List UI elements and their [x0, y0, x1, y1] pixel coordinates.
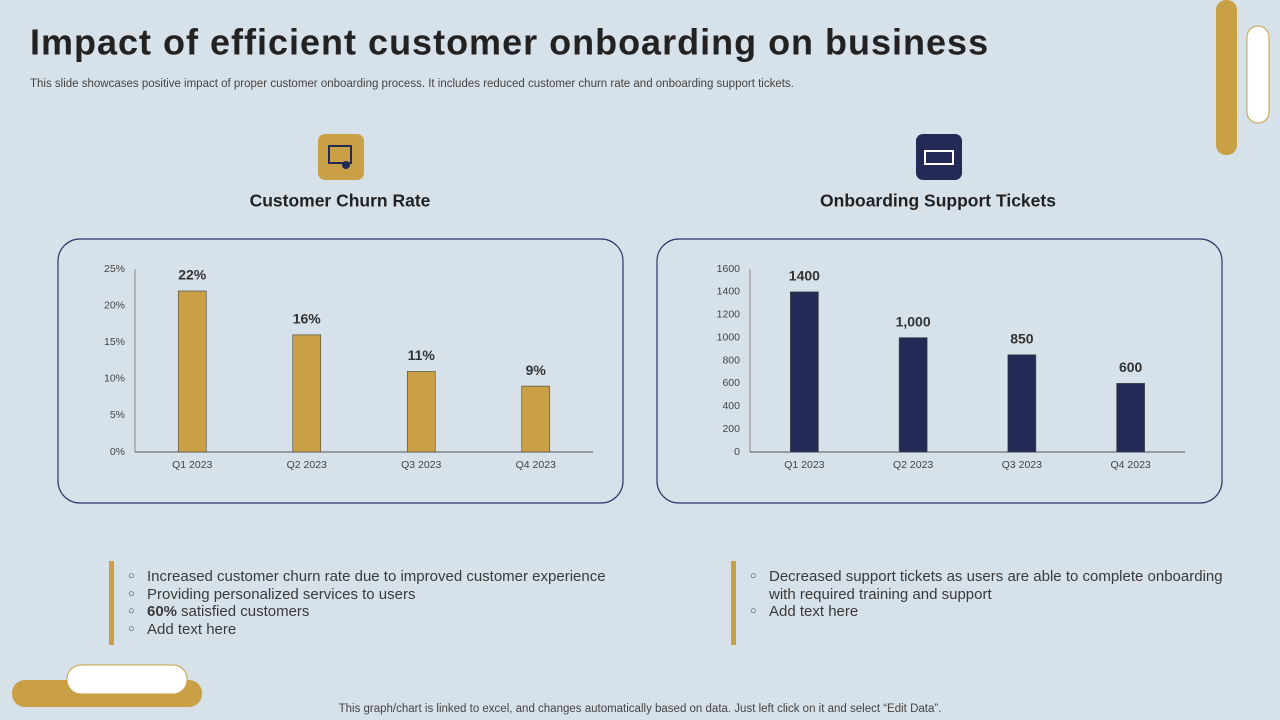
chart-panel [656, 238, 1223, 504]
y-tick-label: 5% [110, 409, 125, 421]
chart-panel [57, 238, 624, 504]
y-tick-label: 1000 [717, 331, 741, 343]
icon [318, 134, 364, 180]
decor-pill [1246, 25, 1270, 124]
bar [1007, 354, 1037, 453]
bullet: Providing personalized services to users [128, 585, 669, 604]
bullet-text: Providing personalized services to users [147, 585, 416, 603]
icon-glyph [328, 145, 352, 164]
y-tick-label: 1400 [717, 286, 741, 298]
bullet-text: satisfied customers [181, 603, 310, 621]
y-tick-label: 200 [722, 423, 740, 435]
bullet-emphasis: 60% [147, 603, 178, 621]
y-tick-label: 25% [104, 263, 125, 275]
bullet: Add text here [750, 603, 1231, 621]
x-tick-label: Q4 2023 [516, 459, 556, 471]
bullet-text: Decreased support tickets as users are a… [769, 568, 1223, 603]
icon [916, 134, 962, 180]
x-tick-label: Q1 2023 [784, 459, 824, 471]
slide-subtitle: This slide showcases positive impact of … [30, 78, 794, 90]
value-label: 9% [526, 362, 547, 378]
value-label: 11% [408, 347, 436, 363]
icon-glyph [342, 161, 350, 169]
y-tick-label: 1200 [717, 309, 741, 321]
y-tick-label: 20% [104, 299, 125, 311]
chart-title: Customer Churn Rate [250, 191, 431, 211]
y-tick-label: 10% [104, 373, 125, 385]
y-tick-label: 800 [722, 354, 740, 366]
value-label: 1400 [789, 268, 820, 284]
bar [898, 337, 928, 453]
x-tick-label: Q1 2023 [172, 459, 212, 471]
bar [177, 290, 207, 453]
icon-glyph [924, 150, 954, 165]
y-tick-label: 0 [734, 446, 740, 458]
slide-title: Impact of efficient customer onboarding … [30, 22, 989, 63]
bar [790, 291, 819, 453]
x-tick-label: Q3 2023 [1002, 459, 1042, 471]
x-tick-label: Q2 2023 [287, 459, 327, 471]
bullet: Add text here [128, 621, 669, 639]
bullet-box: Increased customer churn rate due to imp… [109, 561, 669, 645]
bullet-text: Add text here [769, 603, 859, 621]
x-tick-label: Q4 2023 [1110, 459, 1150, 471]
bullet-text: Add text here [147, 621, 237, 639]
x-tick-label: Q3 2023 [401, 459, 441, 471]
value-label: 600 [1119, 359, 1143, 375]
y-tick-label: 15% [104, 336, 125, 348]
x-tick-label: Q2 2023 [893, 459, 933, 471]
value-label: 16% [293, 311, 322, 327]
value-label: 22% [178, 267, 207, 283]
footer-note: This graph/chart is linked to excel, and… [339, 703, 942, 715]
y-tick-label: 400 [722, 400, 740, 412]
chart-title: Onboarding Support Tickets [820, 191, 1056, 211]
bullet: Increased customer churn rate due to imp… [128, 568, 669, 586]
decor-pill [1216, 0, 1237, 155]
value-label: 1,000 [896, 313, 931, 329]
bar [521, 385, 551, 453]
bullet: 60%satisfied customers [128, 603, 669, 621]
value-label: 850 [1010, 330, 1034, 346]
bullet-list: Decreased support tickets as users are a… [736, 561, 1231, 621]
bullet-list: Increased customer churn rate due to imp… [114, 561, 669, 639]
bar [292, 334, 322, 453]
bullet-box: Decreased support tickets as users are a… [731, 561, 1231, 645]
bullet: Decreased support tickets as users are a… [750, 568, 1231, 603]
decor-pill [66, 664, 188, 695]
y-tick-label: 1600 [717, 263, 741, 275]
y-tick-label: 0% [110, 446, 125, 458]
bar [406, 371, 436, 453]
bar [1116, 383, 1145, 453]
bullet-text: Increased customer churn rate due to imp… [147, 568, 606, 585]
y-tick-label: 600 [722, 377, 740, 389]
